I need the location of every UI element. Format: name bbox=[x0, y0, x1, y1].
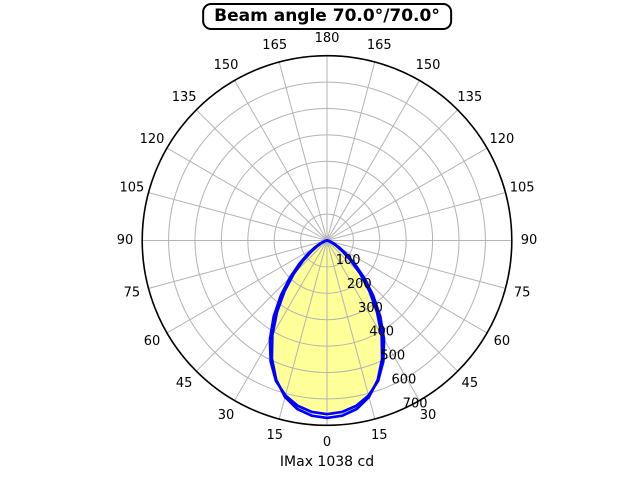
angle-label: 120 bbox=[490, 132, 515, 147]
angle-label: 150 bbox=[416, 58, 441, 73]
angle-label: 150 bbox=[214, 58, 239, 73]
polar-grid-spoke bbox=[195, 109, 328, 241]
polar-grid-spoke bbox=[148, 240, 328, 289]
angle-label: 135 bbox=[457, 90, 482, 105]
angle-label: 15 bbox=[266, 428, 283, 443]
polar-grid-spoke bbox=[148, 192, 328, 241]
polar-grid-spoke bbox=[278, 240, 328, 420]
angle-label: 105 bbox=[119, 181, 144, 196]
angle-label: 105 bbox=[510, 181, 535, 196]
polar-grid-spoke bbox=[234, 80, 328, 241]
polar-grid-spoke bbox=[166, 147, 328, 241]
angle-label: 30 bbox=[420, 408, 437, 423]
angle-label: 30 bbox=[218, 408, 235, 423]
angle-label: 75 bbox=[514, 285, 531, 300]
beam-curve-plane-narrow bbox=[270, 239, 384, 420]
radial-label: 400 bbox=[369, 325, 394, 340]
angle-label: 45 bbox=[462, 376, 479, 391]
angle-label: 180 bbox=[315, 31, 340, 46]
polar-grid-spoke bbox=[326, 147, 488, 241]
polar-grid-spoke bbox=[234, 240, 328, 401]
polar-grid-spoke bbox=[326, 240, 376, 420]
radial-label: 100 bbox=[336, 253, 361, 268]
polar-grid-spoke bbox=[326, 61, 376, 241]
angle-label: 90 bbox=[521, 233, 538, 248]
angle-label: 15 bbox=[371, 428, 388, 443]
angle-label: 90 bbox=[117, 233, 134, 248]
radial-label: 300 bbox=[358, 301, 383, 316]
angle-label: 165 bbox=[367, 38, 392, 53]
polar-grid-spoke bbox=[326, 80, 420, 241]
outer-circle bbox=[141, 54, 513, 427]
angle-label: 75 bbox=[124, 285, 141, 300]
angle-label: 60 bbox=[494, 334, 511, 349]
polar-grid-spoke bbox=[326, 240, 459, 372]
chart-title: Beam angle 70.0°/70.0° bbox=[202, 3, 452, 30]
angle-label: 45 bbox=[176, 376, 193, 391]
angle-label: 60 bbox=[144, 334, 161, 349]
imax-label: IMax 1038 cd bbox=[279, 454, 375, 470]
polar-grid-spoke bbox=[326, 240, 420, 401]
polar-grid-spoke bbox=[278, 61, 328, 241]
angle-label: 0 bbox=[323, 435, 331, 450]
polar-grid-spoke bbox=[195, 240, 328, 372]
polar-grid-spoke bbox=[326, 109, 459, 241]
angle-label: 135 bbox=[172, 90, 197, 105]
polar-grid-spoke bbox=[326, 240, 506, 289]
polar-grid-spoke bbox=[326, 240, 488, 334]
radial-label: 600 bbox=[392, 373, 417, 388]
polar-grid-spoke bbox=[166, 240, 328, 334]
angle-label: 165 bbox=[262, 38, 287, 53]
radial-label: 200 bbox=[347, 277, 372, 292]
radial-label: 500 bbox=[380, 349, 405, 364]
radial-label: 700 bbox=[403, 396, 428, 411]
angle-label: 120 bbox=[140, 132, 165, 147]
polar-grid-spoke bbox=[326, 192, 506, 241]
